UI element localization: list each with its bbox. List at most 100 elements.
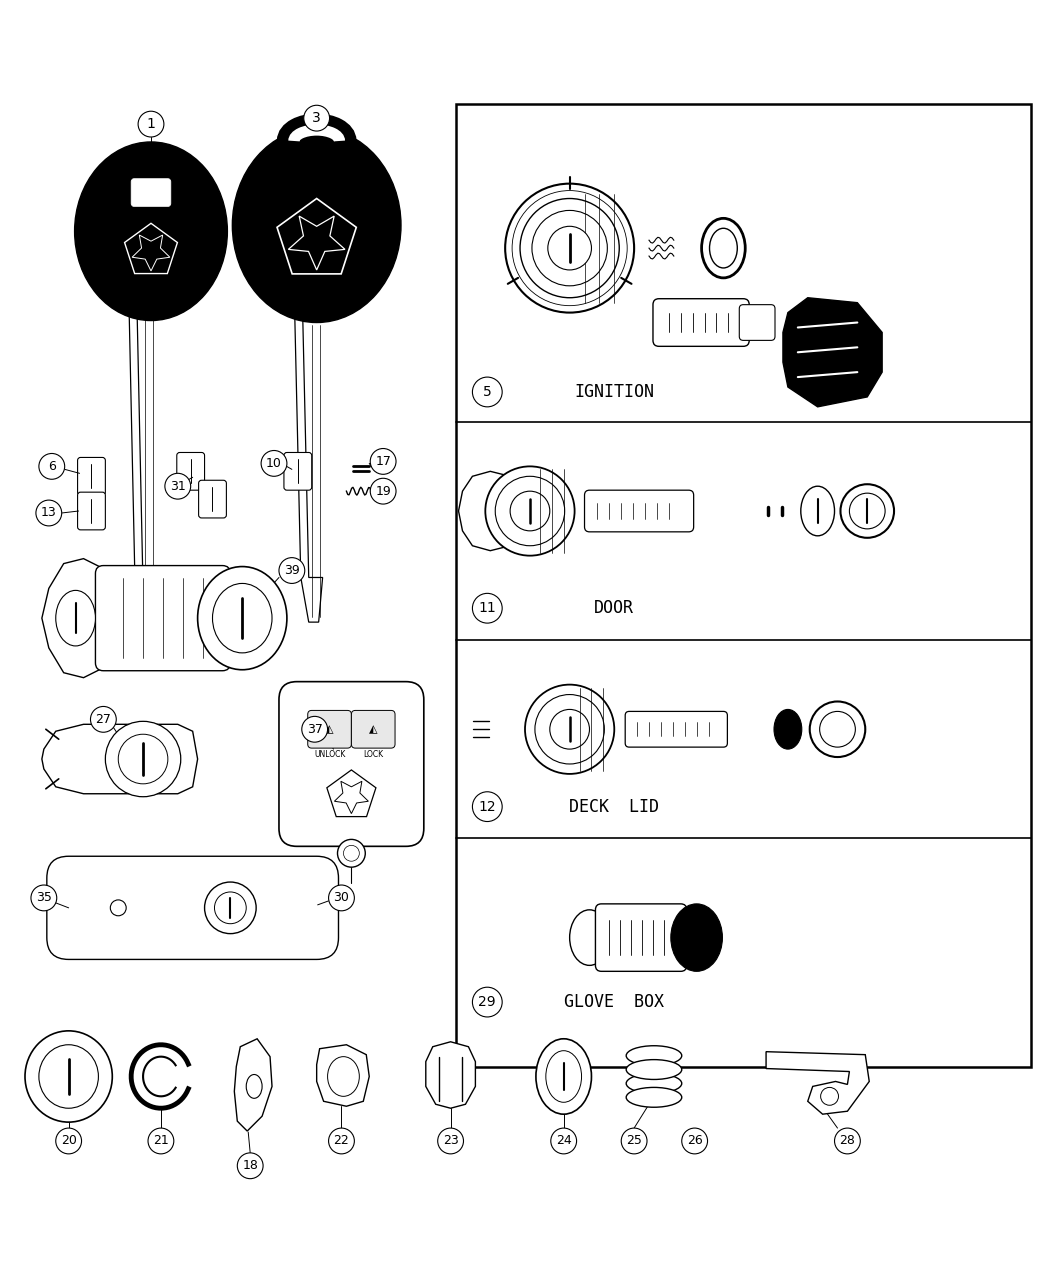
Text: 11: 11 [479, 602, 497, 616]
Circle shape [165, 473, 191, 499]
Polygon shape [783, 298, 882, 407]
Ellipse shape [105, 722, 181, 797]
FancyBboxPatch shape [131, 179, 171, 207]
Ellipse shape [570, 910, 609, 965]
Circle shape [139, 111, 164, 136]
Ellipse shape [119, 734, 168, 784]
Polygon shape [426, 1042, 476, 1108]
FancyBboxPatch shape [284, 453, 312, 490]
Circle shape [30, 885, 57, 910]
Ellipse shape [205, 882, 256, 933]
Ellipse shape [548, 226, 591, 270]
Circle shape [303, 106, 330, 131]
Ellipse shape [214, 892, 247, 923]
Text: 26: 26 [687, 1135, 702, 1148]
Bar [456, 105, 1031, 1067]
Text: 35: 35 [36, 891, 51, 904]
Text: 28: 28 [840, 1135, 856, 1148]
Circle shape [39, 454, 65, 479]
Ellipse shape [520, 199, 620, 298]
Text: 1: 1 [147, 117, 155, 131]
Ellipse shape [39, 1044, 99, 1108]
Polygon shape [42, 724, 197, 794]
Text: 3: 3 [312, 111, 321, 125]
Circle shape [371, 449, 396, 474]
Ellipse shape [197, 566, 287, 669]
Text: IGNITION: IGNITION [574, 382, 654, 400]
Circle shape [301, 717, 328, 742]
Polygon shape [459, 472, 510, 551]
FancyBboxPatch shape [739, 305, 775, 340]
Circle shape [472, 377, 502, 407]
Text: 12: 12 [479, 799, 496, 813]
Ellipse shape [532, 210, 607, 286]
Ellipse shape [840, 484, 894, 538]
Circle shape [472, 792, 502, 821]
Ellipse shape [485, 467, 574, 556]
Text: 39: 39 [284, 564, 299, 578]
FancyBboxPatch shape [595, 904, 687, 972]
Ellipse shape [525, 685, 614, 774]
Circle shape [551, 1128, 576, 1154]
Ellipse shape [774, 709, 802, 750]
Circle shape [821, 1088, 839, 1105]
Text: 17: 17 [375, 455, 391, 468]
Text: 20: 20 [61, 1135, 77, 1148]
Text: ◭: ◭ [326, 724, 334, 734]
Text: 13: 13 [41, 506, 57, 519]
Ellipse shape [328, 1057, 359, 1096]
Ellipse shape [626, 1088, 681, 1107]
Circle shape [337, 839, 365, 867]
Circle shape [261, 450, 287, 477]
Text: UNLOCK: UNLOCK [314, 750, 345, 759]
Circle shape [329, 1128, 354, 1154]
Circle shape [472, 593, 502, 623]
Circle shape [110, 900, 126, 915]
Circle shape [622, 1128, 647, 1154]
Circle shape [36, 500, 62, 525]
Ellipse shape [849, 493, 885, 529]
FancyBboxPatch shape [308, 710, 352, 748]
Text: 25: 25 [626, 1135, 642, 1148]
Ellipse shape [801, 486, 835, 536]
FancyBboxPatch shape [47, 857, 338, 959]
Text: 5: 5 [483, 385, 491, 399]
Ellipse shape [75, 142, 228, 320]
Ellipse shape [510, 491, 550, 530]
Ellipse shape [701, 218, 746, 278]
Text: 18: 18 [243, 1159, 258, 1172]
FancyBboxPatch shape [78, 458, 105, 495]
Ellipse shape [25, 1031, 112, 1122]
Circle shape [329, 885, 354, 910]
Text: 21: 21 [153, 1135, 169, 1148]
Ellipse shape [626, 1060, 681, 1080]
Text: 6: 6 [48, 460, 56, 473]
Circle shape [279, 557, 304, 584]
Ellipse shape [810, 701, 865, 757]
Polygon shape [766, 1052, 869, 1114]
Circle shape [237, 1153, 264, 1178]
Circle shape [472, 987, 502, 1017]
Ellipse shape [212, 584, 272, 653]
Text: 27: 27 [96, 713, 111, 725]
Text: DOOR: DOOR [594, 599, 634, 617]
Text: 31: 31 [170, 479, 186, 492]
Ellipse shape [247, 1075, 262, 1098]
Bar [439, 1057, 462, 1096]
Text: 37: 37 [307, 723, 322, 736]
Ellipse shape [56, 590, 96, 646]
Polygon shape [42, 558, 103, 678]
Ellipse shape [534, 695, 605, 764]
Polygon shape [317, 1044, 370, 1107]
Ellipse shape [710, 228, 737, 268]
Ellipse shape [232, 128, 401, 323]
Bar [133, 180, 169, 204]
Ellipse shape [550, 709, 589, 750]
Circle shape [681, 1128, 708, 1154]
Polygon shape [234, 1039, 272, 1131]
Ellipse shape [671, 904, 722, 972]
Text: ◭: ◭ [369, 724, 377, 734]
FancyBboxPatch shape [198, 481, 227, 518]
Ellipse shape [626, 1074, 681, 1094]
FancyBboxPatch shape [352, 710, 395, 748]
